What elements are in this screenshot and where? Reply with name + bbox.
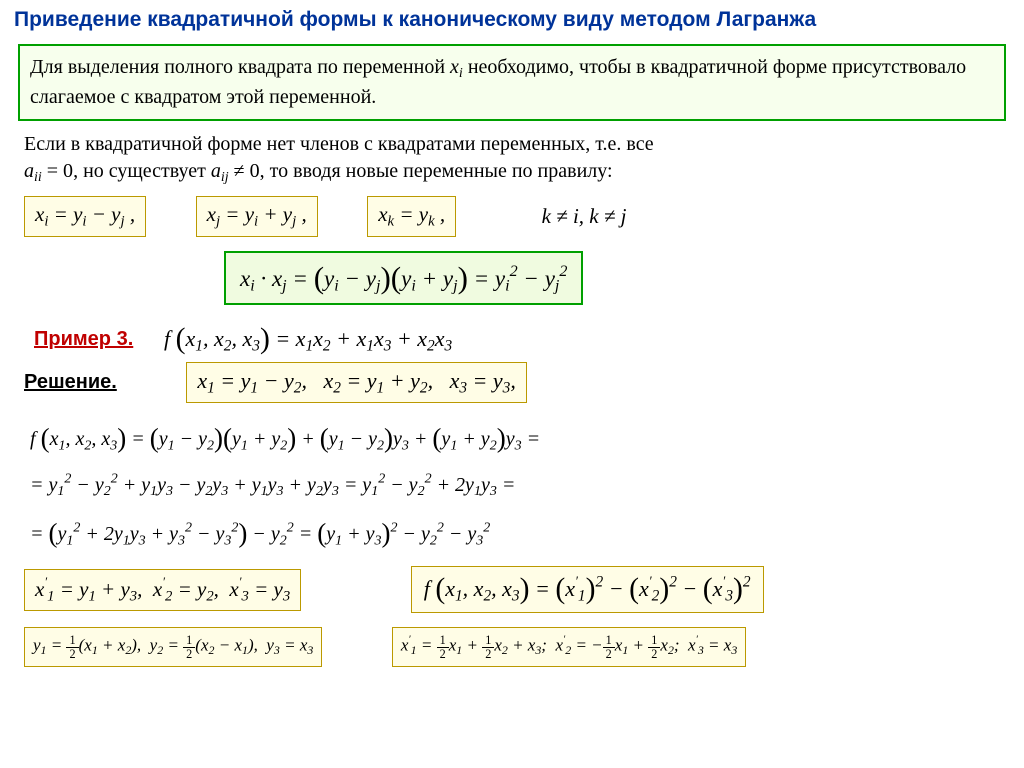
final-f-box: f (x1, x2, x3) = (x′1)2 − (x′2)2 − (x′3)… [411,566,764,613]
intro-line1: Если в квадратичной форме нет членов с к… [24,133,654,155]
xj-box: xj = yi + yj , [196,196,318,236]
intro-tail: , то вводя новые переменные по правилу: [260,160,613,182]
rule-box: Для выделения полного квадрата по переме… [18,44,1006,121]
example-row: Пример 3. f (x1, x2, x3) = x1x2 + x1x3 +… [34,323,1000,356]
solution-label: Решение. [24,371,117,394]
xk-box: xk = yk , [367,196,456,236]
intro-mid: , но существует [73,160,211,182]
rule-text-1: Для выделения полного квадрата по переме… [30,56,450,78]
xi-box: xi = yi − yj , [24,196,146,236]
product-row: xi · xj = (yi − yj)(yi + yj) = yi2 − yj2 [24,251,1000,305]
xprime-def-box: x′1 = y1 + y3, x′2 = y2, x′3 = y3 [24,569,301,611]
intro-paragraph: Если в квадратичной форме нет членов с к… [24,131,1004,188]
final-row-2: y1 = 12(x1 + x2), y2 = 12(x2 − x1), y3 =… [24,627,1000,666]
k-condition: k ≠ i, k ≠ j [536,204,633,229]
example-function: f (x1, x2, x3) = x1x2 + x1x3 + x2x3 [158,323,458,356]
product-box: xi · xj = (yi − yj)(yi + yj) = yi2 − yj2 [224,251,583,305]
xprime-expr-box: x′1 = 12x1 + 12x2 + x3; x′2 = −12x1 + 12… [392,627,746,666]
y-expr-box: y1 = 12(x1 + x2), y2 = 12(x2 − x1), y3 =… [24,627,322,666]
page-title: Приведение квадратичной формы к канониче… [0,0,1024,38]
example-label: Пример 3. [34,328,133,351]
derivation-block: f (x1, x2, x3) = (y1 − y2)(y1 + y2) + (y… [30,411,994,560]
solution-subst-box: x1 = y1 − y2, x2 = y1 + y2, x3 = y3, [186,362,527,404]
solution-row: Решение. x1 = y1 − y2, x2 = y1 + y2, x3 … [24,362,1000,404]
final-row-1: x′1 = y1 + y3, x′2 = y2, x′3 = y3 f (x1,… [24,566,1000,613]
substitution-row: xi = yi − yj , xj = yi + yj , xk = yk , … [24,196,1000,236]
rule-var: xi [450,56,463,78]
